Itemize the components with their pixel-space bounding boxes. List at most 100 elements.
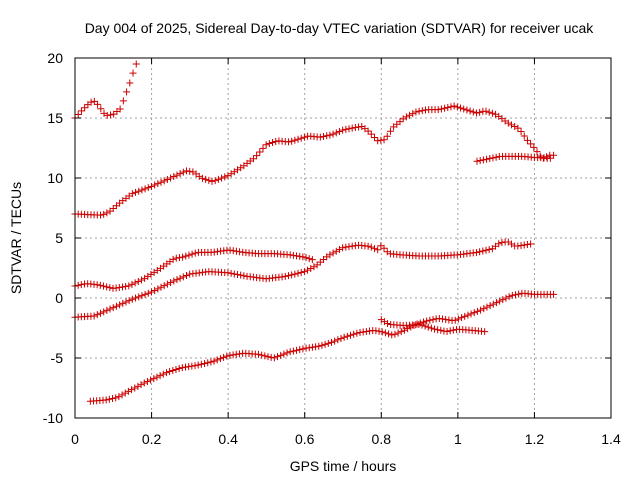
x-tick-label: 0.6 xyxy=(295,431,315,447)
y-tick-label: 20 xyxy=(47,50,63,66)
data-point xyxy=(284,138,292,146)
data-point xyxy=(453,103,461,111)
data-point xyxy=(112,302,120,310)
data-point xyxy=(140,379,148,387)
data-point xyxy=(473,307,481,315)
data-point xyxy=(208,177,216,185)
data-point xyxy=(99,282,107,290)
data-point xyxy=(280,350,288,358)
data-point xyxy=(315,342,323,350)
data-point xyxy=(520,132,528,140)
data-point xyxy=(302,254,310,262)
data-point xyxy=(296,346,304,354)
series-trace-c xyxy=(473,151,558,165)
data-point xyxy=(451,316,459,324)
data-point xyxy=(141,290,149,298)
data-point xyxy=(367,130,375,138)
data-point xyxy=(437,105,445,113)
x-tick-label: 0.8 xyxy=(372,431,392,447)
data-point xyxy=(476,248,484,256)
data-point xyxy=(345,125,353,133)
y-tick-label: 5 xyxy=(55,230,63,246)
data-point xyxy=(291,270,299,278)
x-tick-label: 0.2 xyxy=(142,431,162,447)
y-tick-label: -5 xyxy=(51,350,64,366)
data-point xyxy=(364,127,372,135)
data-point xyxy=(464,311,472,319)
data-point xyxy=(256,148,264,156)
data-point xyxy=(323,132,331,140)
data-point xyxy=(169,367,177,375)
data-point xyxy=(450,102,458,110)
data-point xyxy=(335,246,343,254)
data-point xyxy=(119,97,127,105)
data-point xyxy=(258,351,266,359)
data-point xyxy=(463,106,471,114)
data-point xyxy=(488,109,496,117)
data-point xyxy=(467,310,475,318)
data-point xyxy=(123,88,131,96)
data-point xyxy=(364,242,372,250)
data-point xyxy=(77,107,85,115)
data-point xyxy=(380,244,388,252)
data-point xyxy=(167,174,175,182)
data-point xyxy=(514,124,522,132)
data-point xyxy=(218,174,226,182)
data-point xyxy=(197,360,205,368)
data-point xyxy=(102,396,110,404)
data-point xyxy=(191,362,199,370)
data-point xyxy=(172,366,180,374)
data-point xyxy=(267,353,275,361)
data-point xyxy=(419,318,427,326)
data-point xyxy=(270,354,278,362)
data-point xyxy=(109,395,117,403)
data-point xyxy=(211,177,219,185)
data-point xyxy=(81,104,89,112)
data-point xyxy=(339,126,347,134)
series-trace-f xyxy=(86,289,558,405)
data-point xyxy=(294,135,302,143)
data-point xyxy=(348,124,356,132)
data-point xyxy=(201,360,209,368)
data-point xyxy=(437,326,445,334)
x-tick-label: 1 xyxy=(454,431,462,447)
data-point xyxy=(347,331,354,339)
data-point xyxy=(283,349,291,357)
data-point xyxy=(160,282,168,290)
data-point xyxy=(391,330,399,338)
data-point xyxy=(523,136,531,144)
data-point xyxy=(431,325,439,333)
data-point xyxy=(378,328,386,336)
data-point xyxy=(94,100,102,108)
data-point xyxy=(90,312,98,320)
data-point xyxy=(204,359,212,367)
data-point xyxy=(288,271,296,279)
data-point xyxy=(308,256,316,264)
data-point xyxy=(472,248,480,256)
x-tick-label: 1.2 xyxy=(525,431,545,447)
data-point xyxy=(74,281,82,289)
data-point xyxy=(504,119,512,127)
data-point xyxy=(297,268,305,276)
data-point xyxy=(460,105,468,113)
data-point xyxy=(473,157,481,165)
data-point xyxy=(121,389,129,397)
data-point xyxy=(505,293,513,301)
data-point xyxy=(132,60,140,68)
data-point xyxy=(160,177,168,185)
data-point xyxy=(175,365,183,373)
data-point xyxy=(496,297,504,305)
data-point xyxy=(502,294,510,302)
data-point xyxy=(179,253,187,261)
data-point xyxy=(412,108,420,116)
data-point xyxy=(96,281,104,289)
data-point xyxy=(182,252,190,260)
data-point xyxy=(224,269,232,277)
data-point xyxy=(137,381,145,389)
data-point xyxy=(400,326,408,334)
data-point xyxy=(343,332,351,340)
data-point xyxy=(353,329,361,337)
data-point xyxy=(447,103,455,111)
data-point xyxy=(153,373,161,381)
data-point xyxy=(151,286,159,294)
